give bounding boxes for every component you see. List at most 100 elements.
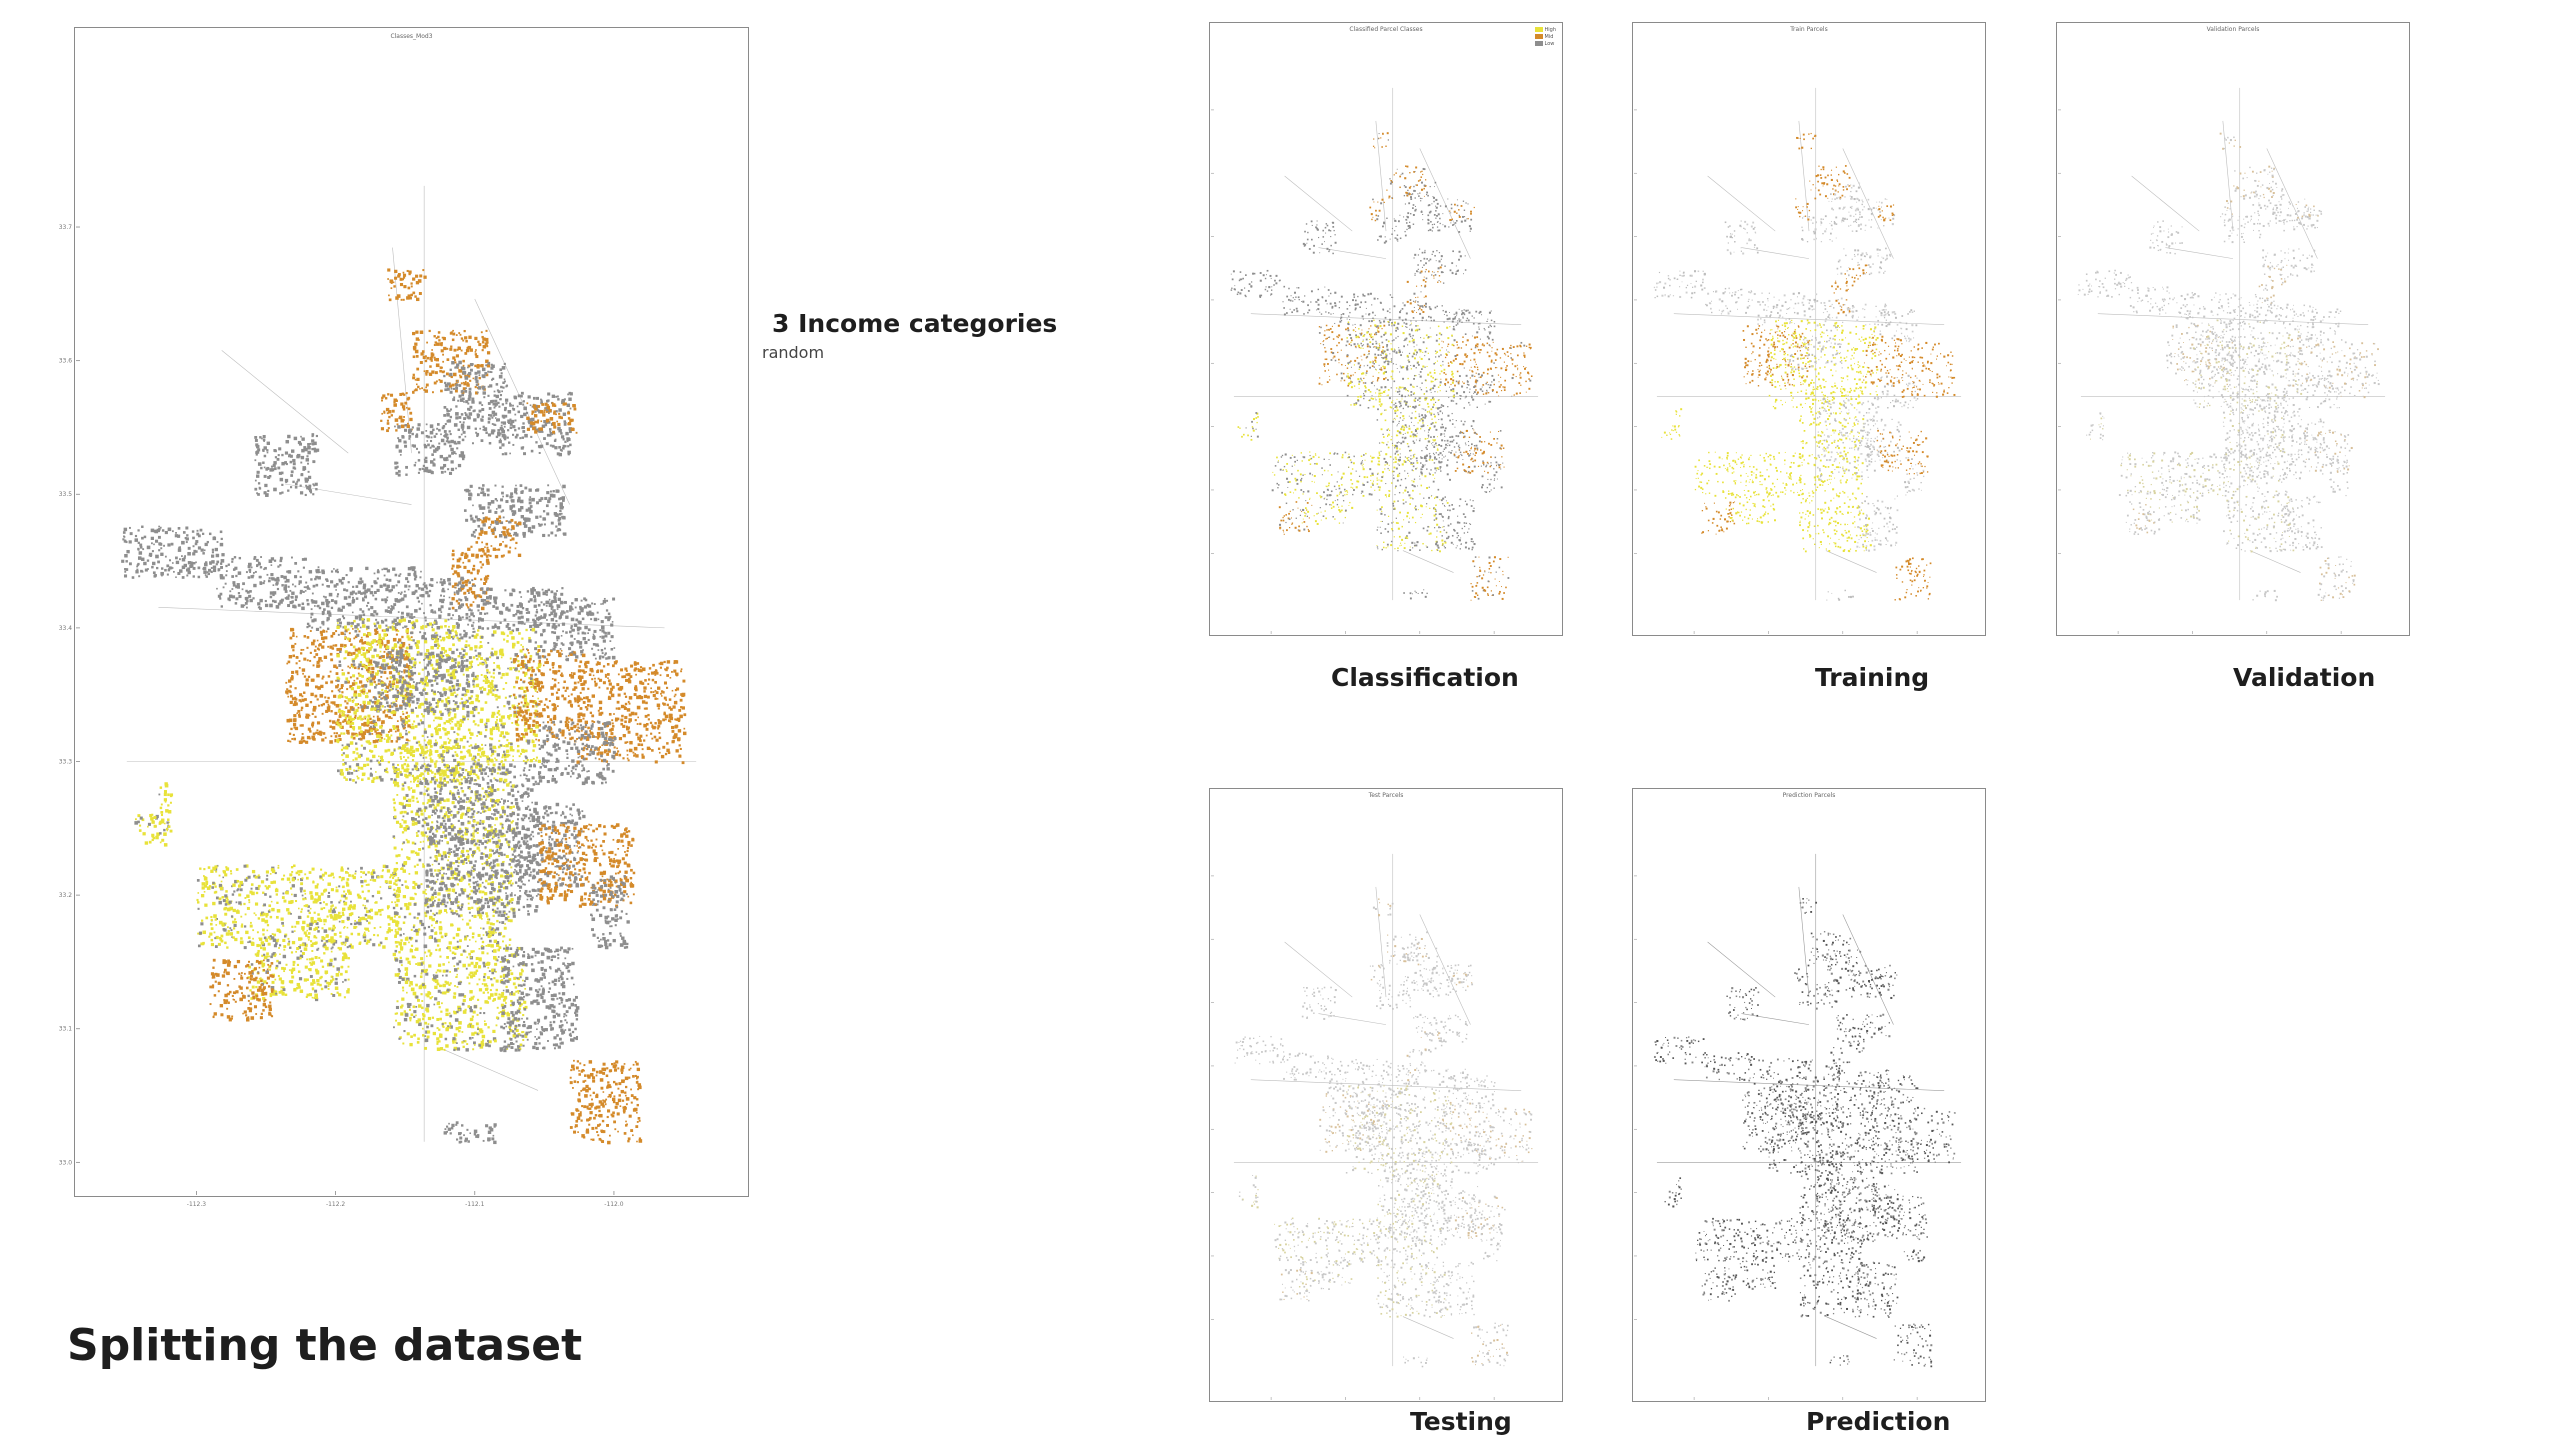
parcel-mark — [509, 404, 512, 407]
parcel-mark — [370, 585, 374, 588]
parcel-mark — [143, 561, 147, 566]
parcel-mark — [509, 631, 513, 635]
parcel-mark — [482, 388, 485, 391]
parcel-mark — [313, 447, 316, 451]
parcel-mark — [551, 734, 556, 738]
parcel-mark — [433, 381, 437, 385]
parcel-mark — [311, 433, 315, 436]
parcel-mark — [536, 409, 540, 412]
parcel-mark — [427, 435, 430, 439]
parcel-mark — [536, 623, 539, 627]
parcel-mark — [463, 329, 466, 333]
parcel-mark — [475, 555, 479, 559]
parcel-mark — [596, 643, 599, 647]
parcel-mark — [449, 415, 453, 419]
parcel-mark — [352, 628, 354, 630]
parcel-mark — [359, 680, 363, 684]
parcel-mark — [553, 678, 557, 682]
parcel-mark — [219, 542, 224, 547]
parcel-mark — [583, 632, 587, 635]
parcel-mark — [291, 670, 295, 674]
parcel-mark — [574, 598, 578, 602]
parcel-mark — [489, 587, 493, 592]
parcel-mark — [429, 424, 434, 428]
parcel-mark — [303, 657, 307, 661]
parcel-mark — [437, 670, 440, 673]
parcel-mark — [364, 666, 368, 670]
parcel-mark — [524, 686, 527, 689]
parcel-mark — [340, 710, 344, 713]
parcel-mark — [494, 554, 499, 559]
parcel-mark — [389, 683, 392, 686]
parcel-mark — [472, 504, 474, 507]
parcel-mark — [383, 644, 388, 648]
parcel-mark — [556, 395, 559, 398]
parcel-mark — [270, 573, 274, 577]
parcel-mark — [187, 551, 191, 556]
parcel-mark — [422, 464, 426, 468]
parcel-mark — [435, 631, 438, 634]
parcel-mark — [466, 679, 469, 682]
parcel-mark — [534, 647, 538, 651]
parcel-cluster — [387, 268, 427, 302]
parcel-mark — [552, 489, 555, 493]
parcel-mark — [159, 526, 162, 529]
parcel-mark — [288, 453, 291, 457]
parcel-mark — [295, 655, 299, 659]
parcel-mark — [570, 726, 574, 730]
parcel-mark — [552, 708, 556, 712]
parcel-mark — [567, 417, 571, 420]
parcel-mark — [496, 626, 501, 630]
parcel-mark — [152, 561, 156, 566]
parcel-mark — [535, 759, 538, 762]
parcel-mark — [397, 580, 401, 584]
parcel-mark — [366, 757, 370, 761]
parcel-mark — [321, 601, 325, 606]
parcel-mark — [416, 640, 420, 644]
parcel-mark — [231, 560, 234, 563]
parcel-mark — [563, 398, 566, 401]
parcel-mark — [266, 451, 269, 454]
parcel-mark — [299, 724, 302, 727]
parcel-mark — [456, 679, 459, 683]
parcel-mark — [542, 628, 546, 633]
parcel-mark — [438, 697, 442, 701]
parcel-mark — [593, 637, 596, 640]
parcel-mark — [409, 677, 413, 681]
parcel-mark — [429, 739, 432, 743]
parcel-mark — [167, 568, 171, 572]
parcel-mark — [451, 673, 456, 677]
parcel-mark — [543, 437, 546, 440]
parcel-mark — [536, 593, 541, 597]
parcel-mark — [394, 466, 398, 470]
parcel-mark — [237, 592, 241, 595]
parcel-mark — [320, 633, 323, 636]
parcel-mark — [454, 609, 458, 612]
parcel-mark — [366, 625, 370, 630]
parcel-mark — [333, 568, 335, 570]
parcel-mark — [448, 625, 450, 628]
parcel-mark — [538, 409, 542, 414]
parcel-mark — [545, 698, 548, 701]
parcel-mark — [527, 708, 530, 712]
parcel-mark — [491, 364, 495, 369]
parcel-mark — [435, 705, 438, 709]
parcel-mark — [448, 582, 452, 586]
parcel-mark — [480, 491, 483, 495]
parcel-mark — [343, 732, 346, 735]
parcel-mark — [286, 662, 289, 665]
parcel-mark — [426, 663, 430, 667]
parcel-mark — [434, 674, 437, 677]
parcel-mark — [403, 664, 407, 668]
parcel-mark — [294, 485, 298, 489]
parcel-mark — [490, 528, 495, 533]
parcel-mark — [439, 693, 444, 698]
parcel-mark — [480, 418, 483, 421]
parcel-mark — [367, 588, 371, 592]
parcel-mark — [507, 550, 511, 554]
parcel-mark — [521, 637, 524, 640]
parcel-mark — [487, 394, 490, 397]
parcel-mark — [320, 684, 324, 689]
parcel-mark — [292, 480, 295, 484]
parcel-mark — [486, 548, 490, 552]
